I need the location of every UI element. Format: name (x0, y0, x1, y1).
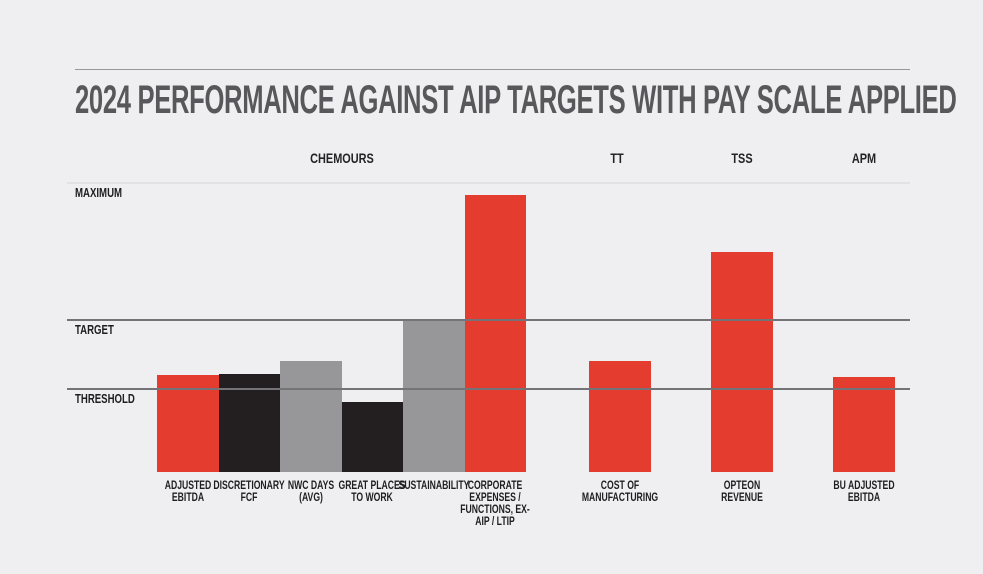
bar-label-discretionary-fcf: DISCRETIONARY FCF (213, 478, 285, 504)
top-rule-divider (75, 69, 910, 70)
reference-line-target (67, 319, 910, 321)
bar-sustainability-chemours (403, 320, 465, 472)
bar-label-bu-adjusted-ebitda: BU ADJUSTED EBITDA (833, 478, 895, 504)
group-label-apm: APM (851, 150, 877, 166)
bar-opteon-revenue-tss (711, 251, 773, 472)
bar-cost-of-tt (589, 361, 651, 472)
bar-label-nwc-days-avg: NWC DAYS (AVG) (287, 478, 334, 504)
bar-label-cost-of-manufacturing: COST OF MANUFACTURING (581, 478, 658, 504)
reference-line-threshold (67, 388, 910, 390)
bar-label-sustainability: SUSTAINABILITY (398, 478, 470, 492)
reference-line-maximum (67, 182, 910, 184)
group-label-tt: TT (610, 150, 624, 166)
group-label-tss: TSS (731, 150, 753, 166)
bar-label-adjusted-ebitda: ADJUSTED EBITDA (164, 478, 212, 504)
level-label-maximum: MAXIMUM (75, 185, 123, 200)
bar-bu-adjusted-apm (833, 376, 895, 472)
level-label-target: TARGET (75, 322, 114, 337)
group-label-chemours: CHEMOURS (310, 150, 374, 166)
page-title: 2024 PERFORMANCE AGAINST AIP TARGETS WIT… (75, 78, 957, 122)
bar-great-places-chemours (341, 402, 403, 472)
bar-corporate-chemours (464, 195, 526, 472)
bar-adjusted-chemours (157, 375, 219, 472)
bar-nwc-days-chemours (280, 361, 342, 472)
level-label-threshold: THRESHOLD (75, 391, 135, 406)
bar-label-great-places-to-work: GREAT PLACES TO WORK (338, 478, 406, 504)
bar-label-corporate-expenses-functions-ex-aip-ltip: CORPORATE EXPENSES / FUNCTIONS, EX- AIP … (460, 478, 531, 528)
bar-label-opteon-revenue: OPTEON REVENUE (720, 478, 763, 504)
bar-discretionary-chemours (218, 373, 280, 472)
